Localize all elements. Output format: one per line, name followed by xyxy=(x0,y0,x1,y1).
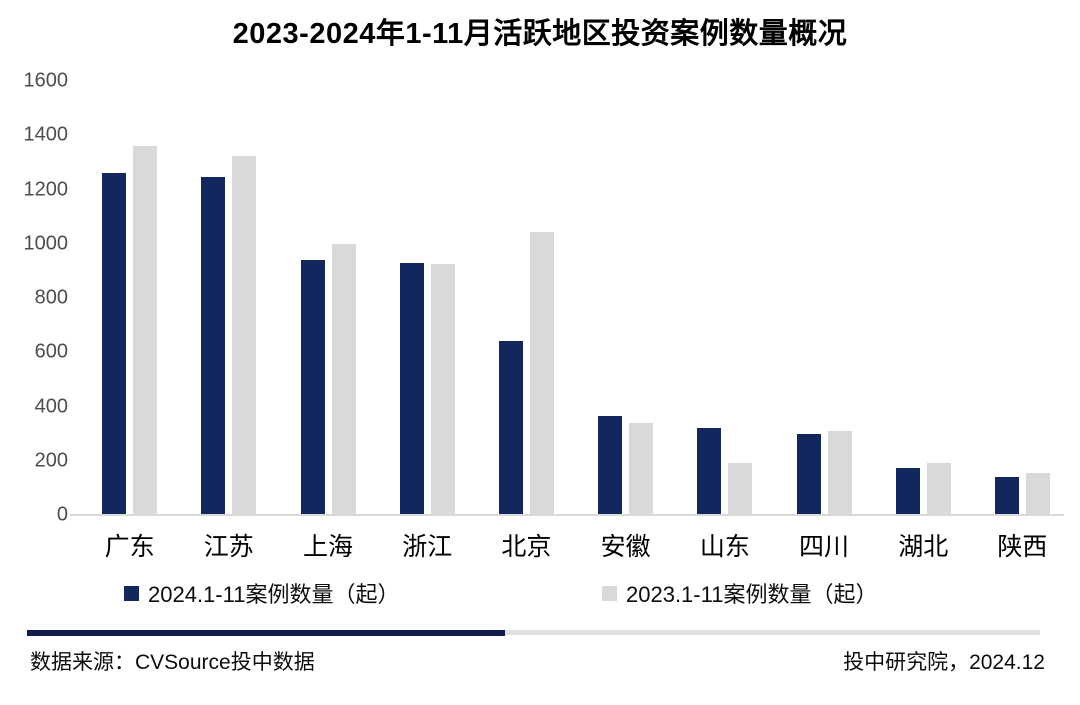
bar-2023-北京 xyxy=(529,232,554,515)
footer-divider-navy xyxy=(27,630,505,636)
x-label-上海: 上海 xyxy=(303,533,354,561)
bar-group-四川 xyxy=(774,81,873,515)
publisher-text: 投中研究院，2024.12 xyxy=(843,651,1045,674)
chart-title: 2023-2024年1-11月活跃地区投资案例数量概况 xyxy=(232,18,848,50)
y-tick-label-600: 600 xyxy=(34,340,68,363)
bar-group-广东 xyxy=(80,81,179,515)
bar-2023-浙江 xyxy=(430,264,455,515)
bar-2024-陕西 xyxy=(994,477,1019,515)
legend-label-2024: 2024.1-11案例数量（起） xyxy=(148,582,400,607)
legend-item-2023: 2023.1-11案例数量（起） xyxy=(602,577,877,609)
legend-item-2024: 2024.1-11案例数量（起） xyxy=(124,577,399,609)
bar-2023-广东 xyxy=(133,146,158,515)
y-tick-label-200: 200 xyxy=(34,449,68,472)
bar-group-北京 xyxy=(477,81,576,515)
x-axis: 广东 江苏 上海 浙江 北京 安徽 山东 四川 湖北 陕西 xyxy=(80,527,1072,563)
y-axis: 0 200 400 600 800 1000 1200 1400 1600 xyxy=(0,0,69,560)
legend-swatch-2023-icon xyxy=(602,585,617,601)
bar-2024-浙江 xyxy=(399,263,424,515)
bar-group-陕西 xyxy=(973,81,1072,515)
bar-group-山东 xyxy=(675,81,774,515)
bar-2023-陕西 xyxy=(1025,473,1050,515)
legend-label-2023: 2023.1-11案例数量（起） xyxy=(626,582,878,607)
y-tick-label-1200: 1200 xyxy=(23,178,69,200)
bar-2023-山东 xyxy=(728,463,753,515)
x-label-广东: 广东 xyxy=(104,533,155,561)
x-axis-line xyxy=(70,514,1064,516)
bar-group-安徽 xyxy=(576,81,675,515)
x-label-湖北: 湖北 xyxy=(898,533,949,561)
x-label-陕西: 陕西 xyxy=(997,533,1048,561)
bar-2024-山东 xyxy=(697,428,722,515)
y-tick-label-800: 800 xyxy=(34,286,68,309)
bar-2024-广东 xyxy=(102,173,127,515)
x-label-浙江: 浙江 xyxy=(402,533,453,561)
bar-group-江苏 xyxy=(179,81,278,515)
bar-2024-江苏 xyxy=(201,177,226,515)
bar-2024-湖北 xyxy=(895,468,920,515)
y-tick-label-1000: 1000 xyxy=(23,232,69,255)
x-label-四川: 四川 xyxy=(799,533,850,561)
bar-2024-四川 xyxy=(796,434,821,515)
bar-group-湖北 xyxy=(874,81,973,515)
x-label-北京: 北京 xyxy=(501,533,552,561)
x-label-山东: 山东 xyxy=(699,533,750,561)
legend-swatch-2024-icon xyxy=(124,585,139,601)
x-label-江苏: 江苏 xyxy=(203,533,254,561)
y-tick-label-0: 0 xyxy=(56,503,68,526)
bar-2023-湖北 xyxy=(926,463,951,515)
y-tick-label-1400: 1400 xyxy=(23,123,69,146)
bar-2023-四川 xyxy=(827,431,852,515)
data-source-text: 数据来源：CVSource投中数据 xyxy=(30,651,315,674)
plot-area xyxy=(80,81,1072,515)
x-label-安徽: 安徽 xyxy=(600,533,651,561)
bar-group-浙江 xyxy=(378,81,477,515)
bar-2024-上海 xyxy=(300,260,325,515)
bar-2024-安徽 xyxy=(598,416,623,515)
bar-group-上海 xyxy=(278,81,377,515)
bar-2024-北京 xyxy=(498,341,523,515)
y-tick-label-1600: 1600 xyxy=(23,69,69,92)
footer-divider-gray xyxy=(505,630,1040,635)
y-tick-label-400: 400 xyxy=(34,395,68,417)
bar-2023-江苏 xyxy=(232,156,257,515)
bar-2023-安徽 xyxy=(629,423,654,515)
bar-2023-上海 xyxy=(331,244,356,515)
